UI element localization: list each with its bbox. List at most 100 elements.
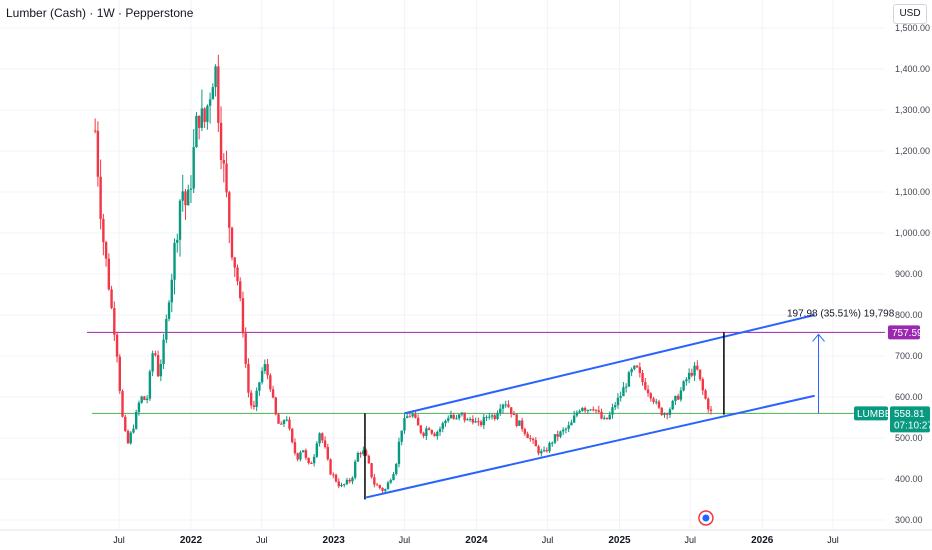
- measure-arrow-head: [812, 333, 825, 342]
- candle-body: [709, 409, 713, 411]
- candle-body: [145, 398, 149, 400]
- candle-body: [701, 379, 704, 391]
- measure-label: 197.98 (35.51%) 19,798: [787, 308, 895, 319]
- candle-body: [389, 480, 392, 483]
- candle-body: [422, 432, 425, 436]
- candle-body: [178, 200, 182, 240]
- candle-body: [93, 130, 97, 132]
- candle-body: [367, 455, 371, 464]
- bar-countdown-label: 07:10:27: [894, 420, 932, 431]
- candle-body: [687, 372, 691, 380]
- candle-body: [682, 381, 685, 391]
- candle-body: [531, 438, 535, 441]
- candle-body: [115, 334, 119, 357]
- candle-body: [425, 428, 428, 436]
- x-tick-label: Jul: [399, 535, 411, 545]
- candle-body: [197, 115, 201, 128]
- candle-body: [416, 417, 420, 426]
- drawing-tools[interactable]: 197.98 (35.51%) 19,798: [364, 308, 895, 526]
- candle-body: [581, 407, 584, 412]
- candle-body: [666, 413, 669, 415]
- candle-body: [315, 443, 319, 457]
- candle-body: [405, 416, 409, 419]
- candle-body: [386, 482, 390, 490]
- y-tick-label: 1,500.00: [895, 23, 930, 33]
- y-tick-label: 1,400.00: [895, 64, 930, 74]
- candle-body: [529, 438, 532, 440]
- candle-body: [99, 176, 102, 219]
- candle-body: [397, 441, 401, 465]
- x-tick-label: 2024: [465, 535, 488, 546]
- candle-body: [611, 407, 614, 415]
- channel-lower-line[interactable]: [365, 394, 815, 499]
- candle-body: [575, 412, 579, 416]
- candle-body: [370, 463, 373, 478]
- candle-body: [233, 257, 236, 268]
- candle-body: [375, 484, 379, 486]
- candle-body: [187, 189, 190, 206]
- candle-body: [293, 442, 297, 454]
- candle-body: [586, 410, 590, 412]
- candle-body: [572, 415, 576, 423]
- candle-body: [143, 396, 146, 400]
- candle-body: [619, 396, 622, 398]
- candle-body: [447, 418, 450, 421]
- candle-body: [507, 404, 510, 408]
- candle-body: [553, 434, 557, 443]
- candle-body: [255, 390, 258, 407]
- candle-body: [501, 404, 505, 409]
- candle-body: [693, 365, 696, 376]
- candle-body: [266, 364, 269, 376]
- candle-body: [110, 289, 113, 309]
- y-tick-label: 900.00: [895, 269, 923, 279]
- candle-body: [280, 423, 283, 425]
- candle-body: [608, 414, 611, 420]
- candle-body: [676, 395, 680, 400]
- x-tick-label: Jul: [542, 535, 554, 545]
- candle-body: [378, 485, 382, 488]
- candle-body: [638, 367, 642, 373]
- candle-body: [548, 442, 551, 452]
- candle-body: [436, 431, 439, 437]
- candle-body: [403, 418, 406, 431]
- candle-body: [392, 474, 395, 481]
- candle-body: [690, 372, 694, 376]
- candle-body: [433, 433, 436, 437]
- candle-body: [559, 431, 562, 437]
- channel-upper-line[interactable]: [404, 314, 815, 415]
- candle-body: [685, 379, 688, 382]
- y-tick-label: 300.00: [895, 515, 923, 525]
- candle-body: [282, 420, 286, 424]
- candle-body: [321, 433, 324, 441]
- candle-body: [337, 481, 340, 487]
- time-axis[interactable]: Jul 2022 Jul 2023 Jul 2024 Jul 2025 Jul 2026 Jul: [0, 529, 932, 546]
- candle-body: [583, 407, 587, 411]
- y-tick-label: 1,000.00: [895, 228, 930, 238]
- candle-body: [241, 298, 245, 334]
- price-axis[interactable]: 1,500.00 1,400.00 1,300.00 1,200.00 1,100.00…: [895, 23, 930, 525]
- y-tick-label: 1,300.00: [895, 105, 930, 115]
- candle-body: [124, 416, 127, 431]
- candle-body: [228, 192, 231, 228]
- candle-body: [291, 428, 294, 443]
- candle-body: [515, 414, 518, 426]
- candle-body: [479, 421, 483, 426]
- candle-body: [244, 333, 247, 364]
- candle-body: [214, 66, 217, 88]
- candle-body: [551, 442, 554, 444]
- candle-body: [249, 392, 253, 406]
- candle-body: [285, 419, 288, 421]
- candle-body: [274, 397, 277, 415]
- candle-body: [441, 423, 444, 429]
- currency-button[interactable]: USD: [893, 4, 927, 24]
- candle-body: [655, 401, 658, 403]
- candle-body: [340, 485, 343, 487]
- candle-body: [561, 429, 565, 432]
- candle-body: [318, 433, 321, 444]
- candle-body: [334, 474, 338, 482]
- candle-body: [173, 242, 176, 280]
- candle-body: [704, 390, 707, 399]
- candle-body: [345, 479, 349, 485]
- candle-body: [592, 409, 595, 411]
